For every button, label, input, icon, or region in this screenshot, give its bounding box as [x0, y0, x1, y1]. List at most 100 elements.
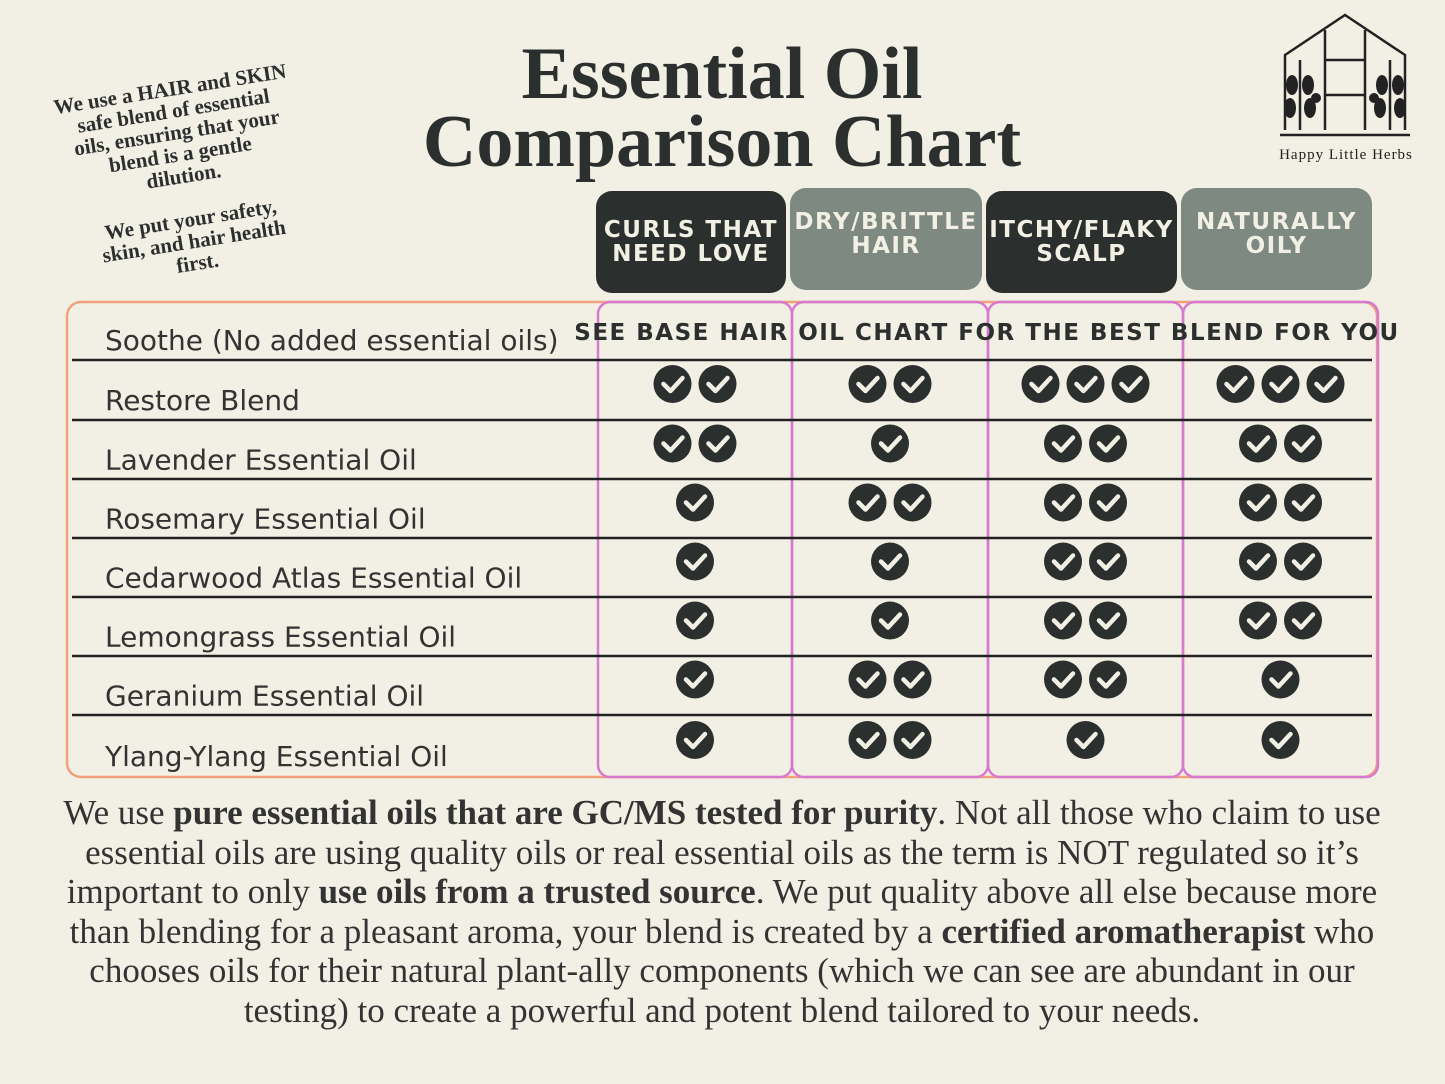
check-group — [1261, 660, 1300, 699]
check-icon — [1239, 483, 1277, 522]
bold-text: certified aromatherapist — [941, 911, 1306, 951]
check-tick — [1269, 671, 1293, 689]
check-group — [871, 424, 909, 463]
check-tick — [683, 731, 708, 750]
check-group — [1239, 542, 1322, 581]
check-icon — [893, 483, 932, 522]
check-icon — [676, 483, 714, 522]
check-icon — [676, 721, 714, 759]
check-icon — [1089, 483, 1127, 522]
check-tick — [1224, 375, 1248, 394]
column-header-label: SCALP — [1036, 241, 1126, 267]
column-header-label: ITCHY/FLAKY — [989, 217, 1174, 243]
check-tick — [1246, 435, 1271, 453]
check-tick — [1096, 612, 1121, 630]
check-icon — [1089, 542, 1127, 581]
check-icon — [698, 365, 737, 403]
check-tick — [1051, 553, 1076, 571]
check-tick — [683, 671, 708, 689]
check-tick — [1246, 553, 1271, 571]
row-label: Restore Blend — [105, 384, 300, 417]
check-icon — [848, 365, 887, 403]
check-tick — [683, 612, 708, 630]
row-label: Cedarwood Atlas Essential Oil — [105, 562, 522, 595]
check-tick — [683, 494, 708, 512]
description: We use pure essential oils that are GC/M… — [62, 793, 1382, 1030]
check-group — [1261, 721, 1300, 759]
check-group — [676, 483, 714, 522]
column-header-label: OILY — [1246, 233, 1308, 259]
check-tick — [1074, 731, 1098, 750]
check-tick — [1291, 494, 1316, 512]
check-tick — [1246, 494, 1271, 512]
check-icon — [1284, 542, 1322, 581]
check-group — [676, 721, 714, 759]
check-icon — [1044, 483, 1082, 522]
check-group — [1044, 601, 1127, 640]
check-tick — [1096, 553, 1121, 571]
text: . Not all those who claim to use essenti… — [66, 793, 1381, 911]
column-box — [596, 300, 794, 779]
check-icon — [871, 424, 909, 463]
check-icon — [1284, 424, 1322, 463]
check-tick — [856, 671, 880, 689]
check-icon — [1261, 721, 1300, 759]
check-icon — [676, 660, 714, 699]
row-label: Lavender Essential Oil — [105, 444, 417, 477]
logo — [1280, 13, 1410, 137]
check-tick — [1246, 612, 1271, 630]
check-group — [1044, 483, 1127, 522]
check-tick — [1096, 494, 1121, 512]
check-tick — [1051, 435, 1076, 453]
check-icon — [848, 721, 887, 759]
check-icon — [893, 365, 932, 403]
check-tick — [1291, 553, 1316, 571]
check-tick — [1029, 375, 1053, 394]
row-label: Lemongrass Essential Oil — [105, 621, 456, 654]
check-group — [1066, 721, 1105, 759]
check-group — [676, 601, 714, 640]
check-icon — [893, 660, 932, 699]
column-header-label: HAIR — [851, 233, 920, 259]
check-icon — [1044, 424, 1082, 463]
row-label: Geranium Essential Oil — [105, 680, 424, 713]
column-header-label: NEED LOVE — [612, 241, 770, 267]
check-tick — [1314, 375, 1338, 394]
check-tick — [1119, 375, 1143, 394]
check-group — [653, 365, 737, 403]
check-tick — [1269, 731, 1293, 750]
column-header — [596, 191, 786, 293]
check-group — [1044, 424, 1127, 463]
title-line: Essential Oil — [522, 33, 923, 115]
check-tick — [901, 731, 925, 750]
check-tick — [856, 375, 880, 394]
check-icon — [1216, 365, 1255, 403]
column-box — [1181, 300, 1380, 779]
check-icon — [1111, 365, 1150, 403]
row-label: Rosemary Essential Oil — [105, 503, 426, 536]
check-tick — [683, 553, 708, 571]
check-group — [1021, 365, 1150, 403]
column-header-label: NATURALLY — [1196, 209, 1357, 235]
check-tick — [901, 375, 925, 394]
row-label: Ylang-Ylang Essential Oil — [104, 740, 448, 773]
check-tick — [1074, 375, 1098, 394]
check-group — [848, 721, 932, 759]
check-tick — [878, 553, 903, 571]
check-tick — [856, 494, 880, 512]
check-tick — [1291, 435, 1316, 453]
bold-text: use oils from a trusted source — [318, 872, 756, 911]
check-group — [1044, 542, 1127, 581]
check-tick — [1269, 375, 1293, 394]
check-icon — [848, 660, 887, 699]
check-group — [1239, 424, 1322, 463]
check-tick — [1291, 612, 1316, 630]
chart-area: Essential Oil Comparison Chart Happy Lit… — [52, 13, 1412, 779]
check-group — [1239, 601, 1322, 640]
check-icon — [1044, 660, 1082, 699]
check-icon — [698, 424, 737, 463]
check-tick — [1051, 671, 1076, 689]
check-icon — [1239, 542, 1277, 581]
text: We use — [63, 793, 174, 832]
check-tick — [878, 435, 903, 453]
